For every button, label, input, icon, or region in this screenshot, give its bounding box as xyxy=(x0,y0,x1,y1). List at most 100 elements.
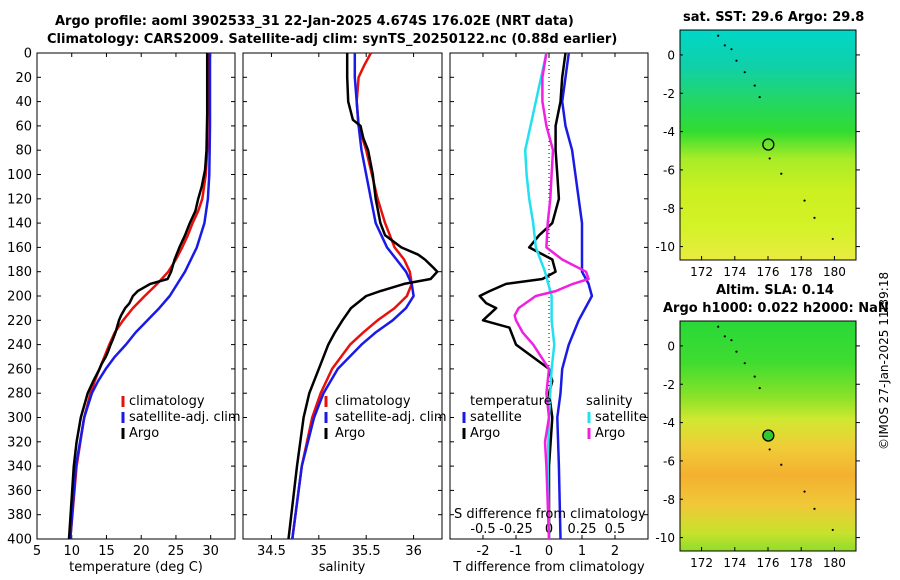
track-point xyxy=(813,507,816,510)
x-tick-label: 0 xyxy=(545,544,553,559)
salinity-depth-ticks xyxy=(243,52,442,540)
depth-tick-label: 280 xyxy=(7,387,32,402)
temperature-difference-ticks: -2 -1 0 1 2 xyxy=(477,53,619,559)
map-lon-label: 178 xyxy=(790,556,813,570)
sst-heatmap-field xyxy=(680,30,856,260)
x-tick-label: 36 xyxy=(405,544,422,559)
map-lon-label: 174 xyxy=(723,265,746,279)
legend-salinity-title: salinity xyxy=(586,394,633,409)
salinity-difference-ticks: -0.5 -0.25 0 0.25 0.5 xyxy=(470,522,625,537)
depth-tick-label: 20 xyxy=(15,71,32,86)
sst-map-ticks: 172 174 176 178 180 0 -2 -4 -6 -8 -10 xyxy=(655,48,860,279)
x-tick-label: 25 xyxy=(168,544,185,559)
depth-tick-label: 380 xyxy=(7,508,32,523)
salinity-series xyxy=(287,52,439,540)
depth-tick-label: 240 xyxy=(7,338,32,353)
sst-map-panel: 172 174 176 178 180 0 -2 -4 -6 -8 -10 xyxy=(655,29,860,279)
legend-satellite-label: satellite-adj. clim xyxy=(335,410,447,425)
sla-float-track xyxy=(717,325,834,532)
map-lon-label: 174 xyxy=(723,556,746,570)
x-tick-label: 2 xyxy=(611,544,619,559)
track-point xyxy=(717,34,720,37)
x-tick-label: 35.5 xyxy=(352,544,381,559)
difference-depth-ticks xyxy=(450,52,648,540)
temperature-axes-frame xyxy=(36,52,236,540)
track-point xyxy=(735,350,738,353)
salinity-axes-frame xyxy=(242,52,443,540)
sst-float-position-marker xyxy=(762,138,775,151)
depth-tick-label: 160 xyxy=(7,241,32,256)
x-tick-label-salinity: 0.25 xyxy=(568,522,597,537)
depth-tick-label: 140 xyxy=(7,217,32,232)
sla-float-position-marker xyxy=(762,429,775,442)
x-tick-label: 20 xyxy=(133,544,150,559)
series-line-argo xyxy=(287,53,439,540)
map-lat-label: 0 xyxy=(667,339,675,353)
track-point xyxy=(753,375,756,378)
depth-tick-label: 300 xyxy=(7,411,32,426)
map-lon-label: 180 xyxy=(823,556,846,570)
map-lat-label: -10 xyxy=(655,240,675,254)
map-lat-label: -4 xyxy=(663,125,675,139)
temperature-profile-panel: 0 20 40 60 80 100 120 140 160 180 200 220 240 260 280 3… xyxy=(7,47,240,576)
legend-argo-label: Argo xyxy=(335,426,365,441)
depth-tick-label: 400 xyxy=(7,533,32,548)
x-tick-label: 34.5 xyxy=(257,544,286,559)
salinity-xlabel: salinity xyxy=(319,560,366,575)
track-point xyxy=(735,59,738,62)
depth-tick-label: 120 xyxy=(7,192,32,207)
temperature-legend: climatology satellite-adj. clim Argo xyxy=(121,394,241,441)
track-point xyxy=(780,463,783,466)
x-tick-label-salinity: 0.5 xyxy=(605,522,626,537)
depth-tick-label: 60 xyxy=(15,119,32,134)
legend-argo-label: Argo xyxy=(129,426,159,441)
legend-sal-argo-label: Argo xyxy=(595,426,625,441)
map-lon-label: 176 xyxy=(757,265,780,279)
map-lon-label: 180 xyxy=(823,265,846,279)
depth-tick-label: 360 xyxy=(7,484,32,499)
sla-map-title: Altim. SLA: 0.14 xyxy=(716,283,834,298)
series-line-argo xyxy=(67,53,209,540)
x-tick-label: 15 xyxy=(98,544,115,559)
x-tick-label: 1 xyxy=(578,544,586,559)
x-tick-label: 10 xyxy=(63,544,80,559)
track-point xyxy=(743,362,746,365)
depth-tick-label: 320 xyxy=(7,435,32,450)
track-point xyxy=(758,95,761,99)
difference-series xyxy=(478,52,594,540)
imos-timestamp: ©IMOS 27-Jan-2025 11:39:18 xyxy=(877,271,891,450)
map-lat-label: -2 xyxy=(663,87,675,101)
track-point xyxy=(753,84,756,87)
depth-tick-label: 180 xyxy=(7,265,32,280)
series-line-satellite-adj-clim xyxy=(291,53,415,540)
track-point xyxy=(780,172,783,175)
track-point xyxy=(831,528,834,532)
map-lat-label: 0 xyxy=(667,48,675,62)
map-lat-label: -8 xyxy=(663,202,675,216)
map-lat-label: -8 xyxy=(663,493,675,507)
legend-temp-argo-label: Argo xyxy=(470,426,500,441)
map-lat-label: -4 xyxy=(663,416,675,430)
map-lat-label: -2 xyxy=(663,378,675,392)
sla-map-subtitle: Argo h1000: 0.022 h2000: NaN xyxy=(663,301,889,316)
map-lon-label: 178 xyxy=(790,265,813,279)
x-tick-label: 5 xyxy=(33,544,41,559)
legend-climatology-label: climatology xyxy=(335,394,411,409)
depth-tick-label: 200 xyxy=(7,290,32,305)
map-lon-label: 176 xyxy=(757,556,780,570)
map-lat-label: -6 xyxy=(663,454,675,468)
difference-legend: temperature satellite Argo salinity sate… xyxy=(462,394,647,441)
depth-tick-label: 220 xyxy=(7,314,32,329)
map-lon-label: 172 xyxy=(690,556,713,570)
track-point xyxy=(730,339,733,342)
x-tick-label-salinity: -0.25 xyxy=(499,522,533,537)
depth-tick-label: 0 xyxy=(24,47,32,62)
sla-map-panel: 172 174 176 178 180 0 -2 -4 -6 -8 -10 xyxy=(655,320,860,570)
series-line-satellite-adj-clim xyxy=(69,53,212,540)
track-point xyxy=(717,325,720,328)
temperature-axis-ticks: 5 10 15 20 25 30 xyxy=(33,53,219,559)
x-tick-label-salinity: -0.5 xyxy=(470,522,495,537)
track-point xyxy=(803,199,806,202)
depth-tick-label: 100 xyxy=(7,168,32,183)
